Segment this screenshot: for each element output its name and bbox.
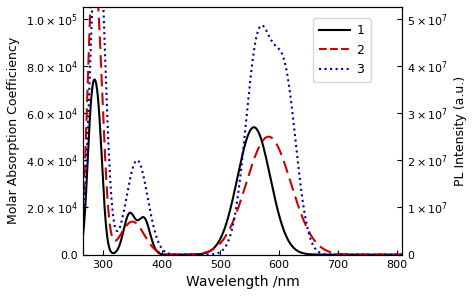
2 xyxy=(390,253,396,256)
1 xyxy=(80,238,85,241)
1 xyxy=(332,253,337,256)
1 xyxy=(391,253,396,256)
2 xyxy=(96,19,102,22)
Y-axis label: Molar Absorption Coefficiency: Molar Absorption Coefficiency xyxy=(7,37,20,224)
2 xyxy=(227,227,233,231)
1 xyxy=(236,172,241,176)
3 xyxy=(391,253,396,256)
X-axis label: Wavelength /nm: Wavelength /nm xyxy=(186,275,299,289)
2 xyxy=(391,253,396,256)
1 xyxy=(227,210,233,213)
1 xyxy=(390,253,396,256)
Line: 1: 1 xyxy=(82,80,402,255)
3 xyxy=(390,253,396,256)
1 xyxy=(96,109,102,112)
3 xyxy=(332,253,337,256)
1 xyxy=(400,253,405,256)
Y-axis label: PL Intensity (a.u.): PL Intensity (a.u.) xyxy=(454,76,467,186)
Line: 2: 2 xyxy=(82,0,402,255)
2 xyxy=(236,206,241,210)
3 xyxy=(400,253,405,256)
3 xyxy=(236,192,241,195)
3 xyxy=(80,221,85,224)
2 xyxy=(400,253,405,256)
1 xyxy=(91,78,97,81)
Legend: 1, 2, 3: 1, 2, 3 xyxy=(313,18,371,82)
3 xyxy=(227,235,233,239)
2 xyxy=(332,251,337,255)
Line: 3: 3 xyxy=(82,0,402,255)
2 xyxy=(80,213,85,216)
